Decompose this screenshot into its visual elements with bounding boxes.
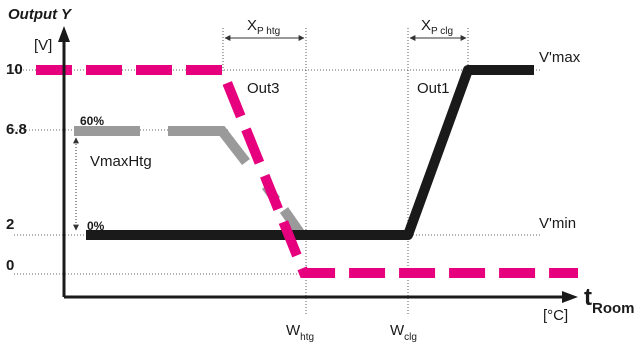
y-tick-10: 10 bbox=[6, 61, 23, 78]
out1-curve bbox=[86, 65, 534, 240]
w-clg-label: Wclg bbox=[390, 322, 417, 343]
xp-clg-label: XP clg bbox=[421, 17, 453, 37]
x-axis-title: tRoom bbox=[584, 284, 635, 317]
y-tick-0: 0 bbox=[6, 257, 14, 274]
x-axis-arrowhead bbox=[562, 291, 578, 303]
w-htg-label: Whtg bbox=[286, 322, 314, 343]
y-tick-6-8: 6.8 bbox=[6, 121, 27, 138]
y-axis-arrowhead bbox=[58, 26, 70, 42]
y-tick-2: 2 bbox=[6, 216, 14, 233]
out1-label: Out1 bbox=[417, 80, 450, 97]
xp-htg-label: XP htg bbox=[247, 17, 280, 37]
out3-curve bbox=[36, 65, 578, 278]
pct-0-label: 0% bbox=[87, 219, 105, 233]
vmax-label: V'max bbox=[539, 49, 581, 66]
x-axis-unit: [°C] bbox=[543, 307, 568, 324]
vmaxhtg-label: VmaxHtg bbox=[90, 153, 152, 170]
vmin-label: V'min bbox=[539, 215, 576, 232]
out3-label: Out3 bbox=[247, 80, 280, 97]
y-axis-unit: [V] bbox=[34, 37, 52, 54]
y-axis-title: Output Y bbox=[8, 6, 73, 23]
pct-60-label: 60% bbox=[80, 114, 104, 128]
